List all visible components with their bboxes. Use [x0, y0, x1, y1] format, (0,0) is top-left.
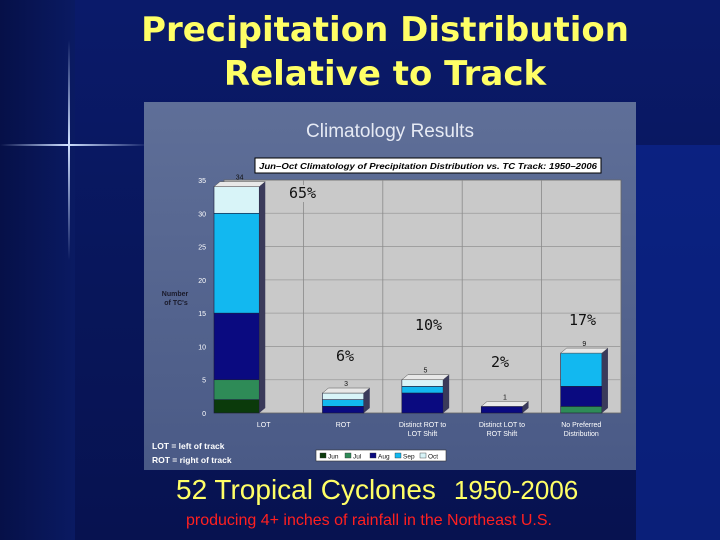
y-tick-label: 35 — [198, 178, 206, 185]
bar-segment-aug — [213, 312, 260, 381]
bar-segment-aug — [560, 386, 603, 407]
x-tick-label: No Preferred Distribution — [561, 422, 601, 438]
caption: producing 4+ inches of rainfall in the N… — [186, 512, 552, 529]
x-tick-label: Distinct LOT to ROT Shift — [479, 422, 525, 438]
slide-title-line-2: Relative to Track — [223, 54, 547, 94]
bar-total-label: 5 — [424, 368, 428, 375]
bar-top-face — [480, 401, 530, 407]
bar-segment-sep — [213, 212, 260, 314]
bar-segment-oct — [401, 379, 444, 387]
bar-side-face — [522, 401, 529, 413]
chart-header: Climatology Results — [306, 121, 474, 142]
percent-label: 17% — [569, 311, 596, 329]
subtitle-text: 52 Tropical Cyclones — [176, 474, 436, 505]
bar-segment-aug — [401, 392, 444, 414]
bar-total-label: 9 — [582, 341, 586, 348]
bar-side-face — [259, 181, 266, 413]
note-lot: LOT = left of track — [152, 441, 225, 451]
legend-entry: Sep — [403, 453, 415, 460]
y-tick-label: 0 — [202, 411, 206, 418]
bar-total-label: 3 — [344, 381, 348, 388]
legend-entry: Oct — [428, 453, 438, 460]
chart-title-box — [254, 157, 602, 174]
bar-top-face — [321, 387, 371, 394]
bar-segment-jul — [213, 379, 260, 400]
background-left-band — [0, 0, 75, 540]
y-tick-label: 30 — [198, 211, 206, 218]
x-tick-label: ROT — [336, 422, 352, 429]
bar-top-face — [559, 347, 609, 354]
slide-title-line-1: Precipitation Distribution — [141, 10, 629, 50]
y-tick-label: 20 — [198, 278, 206, 285]
x-tick-label: Distinct ROT to LOT Shift — [399, 422, 446, 438]
bar-total-label: 1 — [503, 394, 507, 401]
legend-swatch — [419, 452, 427, 459]
legend-swatch — [319, 452, 327, 459]
legend-box — [315, 449, 447, 462]
legend-swatch — [344, 452, 352, 459]
bar-segment-oct — [322, 392, 365, 400]
bar-segment-aug — [480, 406, 523, 414]
y-tick-label: 25 — [198, 245, 206, 252]
legend-entry: Aug — [378, 453, 390, 460]
legend-entry: Jun — [328, 453, 339, 460]
percent-label-bg — [282, 185, 334, 202]
chart-panel: Climatology Results Jun–Oct Climatology … — [144, 102, 636, 470]
bar-segment-sep — [560, 352, 603, 387]
bar-top-face — [213, 181, 266, 187]
note-rot: ROT = right of track — [152, 455, 232, 465]
percent-label: 6% — [336, 347, 354, 365]
bar-segment-aug — [322, 406, 365, 414]
bar-segment-jun — [213, 399, 260, 414]
bar-segment-sep — [401, 386, 444, 394]
percent-label: 65% — [289, 184, 316, 202]
bar-side-face — [601, 348, 608, 413]
chart-title: Jun–Oct Climatology of Precipitation Dis… — [259, 161, 597, 171]
subtitle: 52 Tropical Cyclones 1950-2006 — [176, 474, 578, 506]
y-axis-label: Number of TC's — [162, 291, 190, 307]
percent-label: 10% — [415, 316, 442, 334]
y-tick-label: 10 — [198, 344, 206, 351]
bar-segment-sep — [322, 399, 365, 407]
bar-total-label: 34 — [236, 175, 244, 182]
bar-segment-jul — [560, 406, 603, 414]
bar-segment-oct — [213, 186, 260, 214]
star-flare-horizontal — [0, 144, 150, 146]
star-flare-vertical — [68, 40, 70, 260]
bar-side-face — [443, 374, 450, 413]
legend-swatch — [394, 452, 402, 459]
legend-swatch — [369, 452, 377, 459]
bar-top-face — [401, 374, 450, 380]
percent-label: 2% — [491, 353, 509, 371]
bar-side-face — [363, 388, 370, 413]
slide-title: Precipitation Distribution Relative to T… — [0, 8, 720, 96]
subtitle-years: 1950-2006 — [453, 475, 579, 505]
background-right-band — [636, 145, 720, 540]
y-tick-label: 5 — [202, 378, 206, 385]
x-tick-label: LOT — [257, 422, 271, 429]
y-tick-label: 15 — [198, 311, 206, 318]
legend-entry: Jul — [353, 453, 362, 460]
